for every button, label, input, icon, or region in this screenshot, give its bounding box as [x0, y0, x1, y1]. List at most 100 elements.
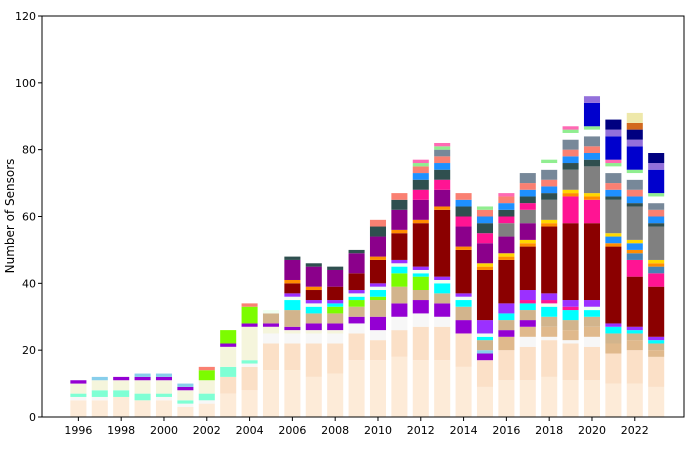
bar-segment-2016-s24: [498, 209, 515, 217]
bar-segment-2019-s16: [562, 196, 579, 224]
bar-segment-2009-s14: [348, 290, 365, 294]
bar-segment-1997-s2: [91, 396, 108, 401]
bar-segment-2016-s30: [498, 193, 515, 197]
bar-segment-2023-s32: [648, 163, 665, 170]
y-tick-label-60: 60: [22, 211, 36, 224]
bar-segment-2007-s18: [305, 286, 322, 291]
bar-segment-2016-s25: [498, 203, 515, 210]
bar-segment-2020-s10: [583, 310, 601, 317]
bar-segment-2006-s12: [284, 296, 301, 301]
bar-segment-2020-s25: [583, 153, 601, 160]
bar-segment-2006-s24: [284, 256, 301, 260]
bar-segment-2009-s10: [348, 296, 365, 301]
bar-segment-2019-s22: [562, 169, 579, 190]
bar-segment-2001-s4: [177, 400, 194, 404]
bar-segment-2023-s0: [648, 386, 665, 417]
x-tick-label-2010: 2010: [364, 424, 392, 437]
bar-segment-2006-s14: [284, 293, 301, 297]
bar-segment-2022-s28: [626, 173, 643, 180]
bar-segment-2021-s33: [605, 119, 622, 130]
bar-segment-2013-s27: [434, 149, 451, 157]
bar-segment-1999-s7: [134, 373, 151, 377]
bar-segment-2017-s24: [519, 196, 536, 204]
bar-segment-2008-s10: [327, 303, 344, 307]
bar-segment-2013-s15: [434, 209, 451, 277]
bar-segment-2020-s31: [583, 102, 601, 127]
bar-segment-2012-s21: [412, 199, 429, 220]
bar-segment-2017-s21: [519, 223, 536, 240]
bar-segment-2014-s26: [455, 193, 472, 200]
bar-segment-2019-s3: [562, 330, 579, 341]
bar-segment-2001-s2: [177, 403, 194, 407]
y-tick-label-40: 40: [22, 277, 36, 290]
bar-segment-2019-s24: [562, 163, 579, 170]
bar-segment-2019-s10: [562, 310, 579, 321]
bar-segment-2010-s2: [369, 330, 387, 341]
bar-segment-2004-s6: [241, 323, 258, 327]
bar-segment-2010-s21: [369, 236, 387, 257]
bar-segment-2008-s9: [327, 306, 344, 314]
bar-segment-1998-s5: [113, 380, 130, 391]
bar-segment-2018-s22: [541, 199, 558, 220]
bar-segment-2010-s6: [369, 316, 387, 331]
bar-segment-2008-s5: [327, 330, 344, 334]
bar-segment-2015-s21: [476, 243, 494, 264]
bar-segment-2020-s28: [583, 129, 601, 137]
bar-segment-2010-s10: [369, 290, 387, 297]
bar-segment-2021-s1: [605, 353, 622, 384]
bar-segment-2006-s18: [284, 279, 301, 284]
bar-segment-2019-s18: [562, 193, 579, 197]
bar-segment-2004-s11: [241, 303, 258, 307]
bar-segment-2008-s14: [327, 300, 344, 304]
x-tick-label-2000: 2000: [150, 424, 178, 437]
bar-segment-2023-s31: [648, 169, 665, 194]
bar-segment-2006-s5: [284, 330, 301, 334]
bar-segment-2011-s15: [391, 233, 408, 260]
bar-segment-2023-s24: [648, 223, 665, 227]
bar-segment-2014-s21: [455, 226, 472, 247]
bar-segment-2006-s10: [284, 300, 301, 311]
bar-segment-2010-s24: [369, 226, 387, 237]
bar-segment-2015-s24: [476, 223, 494, 234]
bar-segment-2015-s20: [476, 263, 494, 267]
x-tick-label-2004: 2004: [236, 424, 264, 437]
bar-segment-2007-s5: [305, 330, 322, 334]
bar-segment-2020-s12: [583, 306, 601, 311]
bar-segment-2014-s23: [455, 216, 472, 227]
bar-segment-2021-s20: [605, 233, 622, 237]
bar-segment-2017-s18: [519, 243, 536, 247]
bar-segment-2012-s29: [412, 163, 429, 167]
bar-segment-2017-s0: [519, 380, 536, 417]
bar-segment-2018-s29: [541, 159, 558, 164]
bar-segment-2017-s26: [519, 183, 536, 190]
bar-segment-1997-s7: [91, 376, 108, 381]
bar-segment-2017-s14: [519, 290, 536, 301]
bar-segment-2015-s1: [476, 360, 494, 387]
bar-segment-2003-s4: [220, 366, 237, 377]
bar-segment-2007-s14: [305, 300, 322, 304]
bar-segment-2019-s1: [562, 343, 579, 381]
bar-segment-2008-s6: [327, 323, 344, 331]
bar-segment-2000-s6: [155, 376, 173, 381]
bar-segment-1998-s4: [113, 390, 130, 397]
bar-segment-2002-s2: [198, 400, 215, 404]
bar-segment-2012-s18: [412, 219, 429, 224]
bar-segment-2016-s15: [498, 259, 515, 304]
bar-segment-2002-s5: [198, 380, 215, 394]
bar-segment-2021-s10: [605, 326, 622, 334]
bar-segment-2011-s14: [391, 259, 408, 264]
bar-segment-2013-s10: [434, 283, 451, 294]
bar-segment-2013-s6: [434, 303, 451, 317]
bar-segment-2022-s24: [626, 203, 643, 207]
bar-segment-2014-s24: [455, 206, 472, 217]
bar-segment-2019-s30: [562, 126, 579, 130]
bar-segment-2023-s8: [648, 343, 665, 351]
bar-segment-2015-s25: [476, 216, 494, 224]
bar-segment-2004-s0: [241, 390, 258, 417]
bar-segment-2008-s24: [327, 266, 344, 270]
bar-segment-2021-s25: [605, 189, 622, 197]
bar-segment-2009-s1: [348, 333, 365, 361]
bar-segment-2015-s10: [476, 336, 494, 341]
bar-segment-2015-s12: [476, 333, 494, 337]
